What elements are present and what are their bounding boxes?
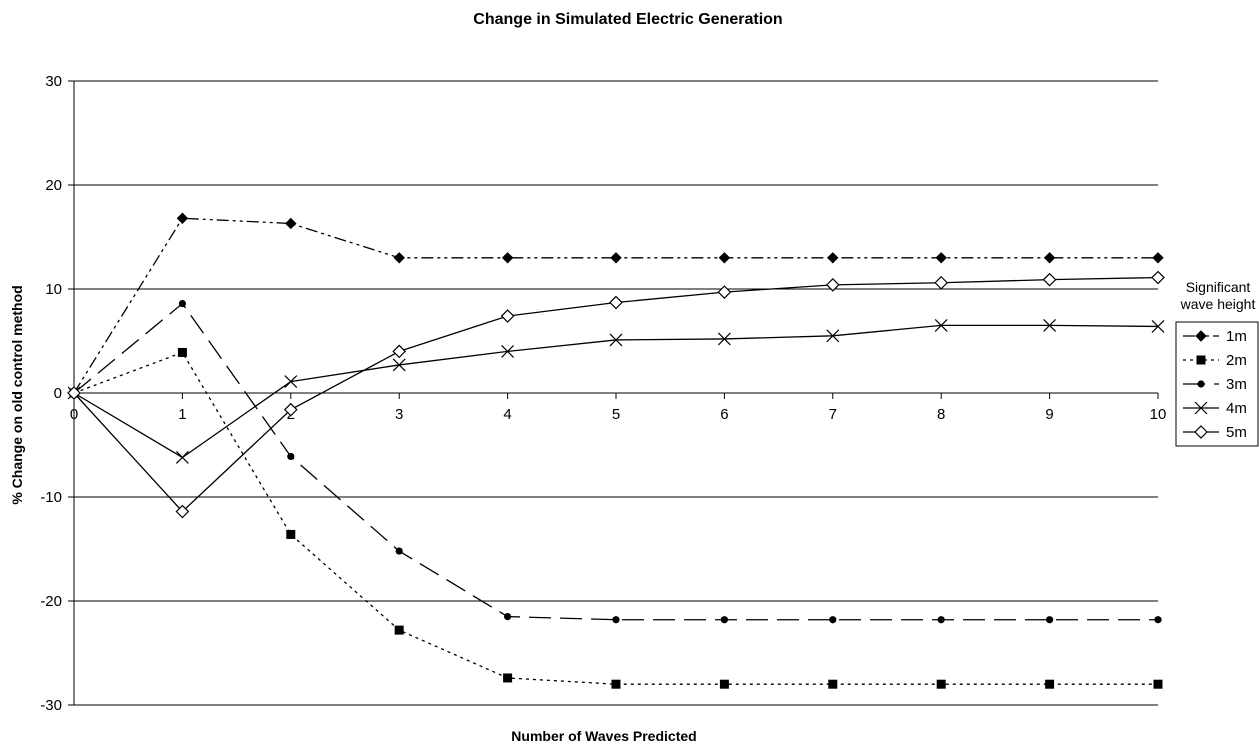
x-tick-label: 9 (1045, 406, 1053, 423)
point-1m-8 (935, 252, 947, 264)
point-2m-4 (503, 673, 513, 683)
point-1m-10 (1152, 252, 1164, 264)
point-4m-3 (392, 358, 406, 372)
series-line-2m (73, 351, 1158, 685)
point-1m-7 (827, 252, 839, 264)
point-1m-3 (393, 252, 405, 264)
legend-marker-2m (1196, 355, 1206, 365)
point-5m-4 (500, 309, 515, 323)
y-tick-label: -10 (40, 489, 62, 506)
point-2m-1 (177, 347, 187, 357)
point-3m-1 (178, 299, 186, 308)
x-tick-label: 0 (70, 406, 78, 423)
point-3m-2 (287, 452, 295, 461)
y-axis-label: % Change on old control method (9, 285, 25, 504)
y-tick-label: 0 (54, 385, 62, 402)
x-tick-label: 7 (829, 406, 837, 423)
legend-label-4m: 4m (1226, 400, 1247, 417)
legend-title-line-1: Significant (1186, 279, 1251, 295)
point-4m-5 (609, 333, 623, 347)
legend-label-3m: 3m (1226, 376, 1247, 393)
point-3m-3 (395, 547, 403, 555)
point-3m-10 (1154, 616, 1162, 624)
point-5m-10 (1151, 270, 1165, 285)
point-4m-6 (717, 332, 731, 346)
series-5m (67, 270, 1165, 519)
point-1m-5 (610, 252, 622, 264)
point-5m-5 (609, 295, 623, 310)
legend-marker-3m (1197, 380, 1205, 388)
point-5m-3 (392, 344, 407, 359)
chart-title: Change in Simulated Electric Generation (473, 11, 782, 28)
legend-title-line-2: wave height (1180, 296, 1256, 312)
series-line-4m (73, 324, 1159, 459)
point-2m-7 (828, 679, 838, 689)
point-5m-8 (934, 275, 949, 290)
legend-label-2m: 2m (1226, 352, 1247, 369)
point-2m-3 (394, 625, 404, 635)
y-tick-label: 10 (45, 281, 62, 298)
point-3m-6 (720, 616, 729, 624)
point-1m-2 (285, 217, 297, 230)
legend-marker-5m (1194, 425, 1208, 439)
x-tick-label: 5 (612, 406, 620, 423)
point-1m-1 (176, 212, 189, 224)
point-3m-4 (504, 613, 512, 621)
y-tick-label: 30 (45, 73, 62, 90)
legend: Significant wave height 1m 2m 3m 4m 5m (1175, 279, 1259, 447)
x-tick-label: 10 (1150, 406, 1167, 423)
point-4m-10 (1151, 320, 1165, 333)
point-4m-7 (826, 329, 840, 343)
point-3m-8 (937, 616, 945, 624)
point-1m-9 (1043, 252, 1056, 264)
point-1m-6 (718, 252, 731, 264)
series-line-3m (73, 302, 1158, 621)
point-3m-7 (829, 616, 837, 624)
series-3m (70, 299, 1162, 624)
x-tick-label: 4 (503, 406, 511, 423)
legend-marker-1m (1195, 330, 1207, 342)
point-4m-1 (175, 451, 189, 464)
point-5m-9 (1042, 272, 1057, 287)
point-1m-4 (501, 252, 514, 264)
y-tick-label: -20 (40, 593, 62, 610)
x-tick-label: 8 (937, 406, 945, 423)
point-3m-5 (612, 616, 620, 624)
series-group (67, 212, 1165, 689)
point-2m-6 (719, 679, 729, 689)
legend-label-5m: 5m (1226, 424, 1247, 441)
point-4m-4 (501, 344, 515, 358)
legend-marker-4m (1194, 401, 1208, 415)
point-5m-6 (717, 285, 732, 299)
series-4m (67, 318, 1165, 464)
point-2m-2 (286, 529, 296, 539)
point-5m-1 (175, 504, 190, 519)
point-4m-2 (284, 375, 298, 388)
x-tick-label: 3 (395, 406, 403, 423)
point-4m-9 (1043, 318, 1057, 332)
x-tick-label: 6 (720, 406, 728, 423)
point-5m-7 (825, 277, 840, 292)
series-line-1m (73, 217, 1158, 394)
gridlines (74, 80, 1158, 706)
series-1m (68, 212, 1164, 399)
point-3m-9 (1046, 616, 1054, 624)
axes: -30-20-100102030012345678910 (40, 73, 1166, 714)
point-2m-5 (611, 679, 621, 689)
y-tick-label: 20 (45, 177, 62, 194)
series-2m (69, 347, 1163, 689)
point-5m-2 (283, 402, 298, 417)
point-2m-8 (936, 679, 946, 689)
legend-label-1m: 1m (1226, 328, 1247, 345)
y-tick-label: -30 (40, 697, 62, 714)
point-5m-0 (67, 386, 81, 400)
x-axis-label: Number of Waves Predicted (511, 728, 696, 744)
point-2m-9 (1045, 679, 1055, 689)
x-tick-label: 1 (178, 406, 186, 423)
point-4m-8 (934, 318, 948, 332)
point-2m-10 (1153, 679, 1163, 689)
